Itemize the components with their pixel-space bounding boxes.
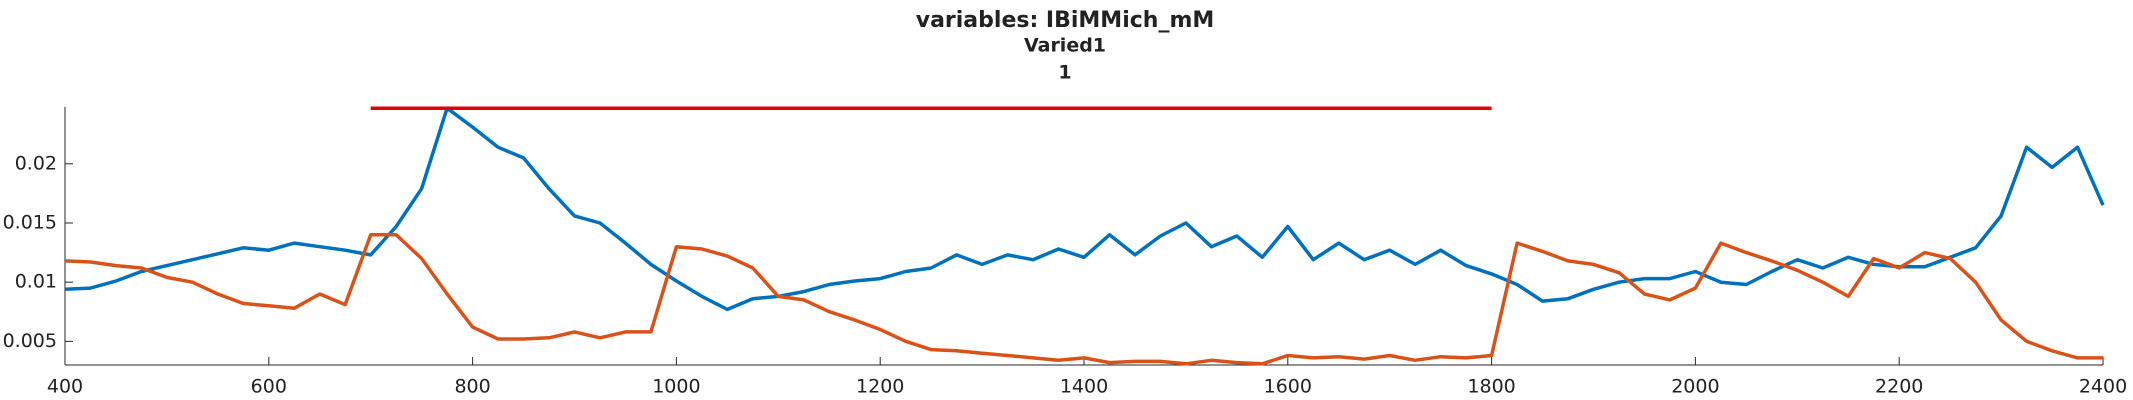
- y-tick-label: 0.02: [15, 152, 57, 174]
- data-line: [64, 106, 2105, 312]
- x-tick-label: 1600: [1264, 376, 1312, 398]
- x-tick-label: 1400: [1060, 376, 1108, 398]
- y-tick-label: 0.015: [3, 211, 57, 233]
- chart-title: variables: IBiMMich_mM: [916, 8, 1215, 33]
- x-tick-label: 2000: [1671, 376, 1719, 398]
- x-tick-label: 400: [47, 376, 83, 398]
- x-tick-label: 600: [251, 376, 287, 398]
- data-line: [64, 233, 2103, 366]
- chart-subtitle: 1: [1058, 62, 1071, 84]
- y-tick-label: 0.005: [3, 330, 57, 352]
- x-tick-label: 800: [454, 376, 490, 398]
- chart-subtitle: Varied1: [1024, 35, 1106, 57]
- x-tick-label: 1800: [1467, 376, 1515, 398]
- x-tick-label: 2400: [2079, 376, 2127, 398]
- x-tick-label: 2200: [1875, 376, 1923, 398]
- y-tick-label: 0.01: [15, 271, 57, 293]
- x-tick-label: 1200: [856, 376, 904, 398]
- x-tick-label: 1000: [652, 376, 700, 398]
